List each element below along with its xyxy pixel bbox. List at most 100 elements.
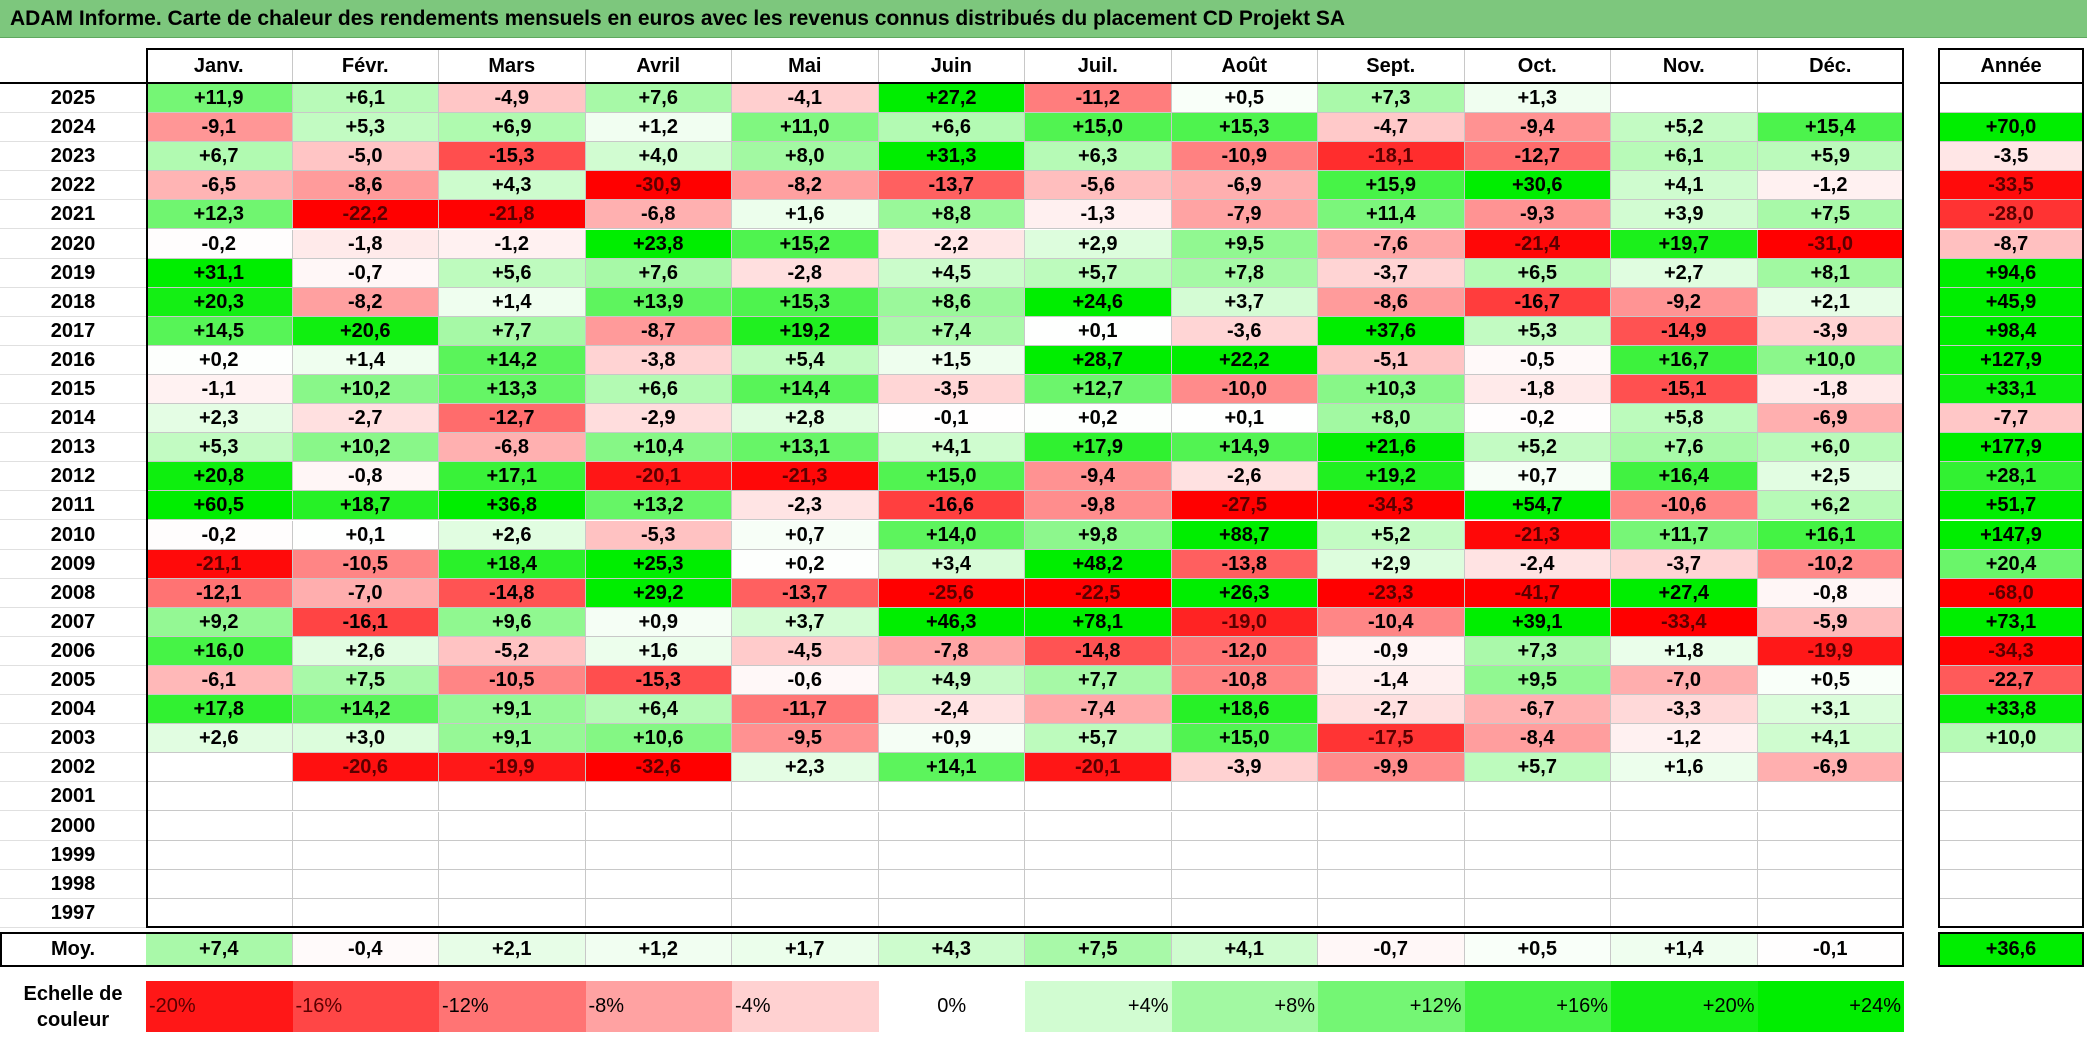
heatmap-cell: +1,6 [1611,753,1758,783]
heatmap-cell: +15,0 [878,462,1025,492]
heatmap-cell: -0,2 [1464,404,1611,434]
year-label: 2020 [0,230,146,259]
heatmap-cell: +4,0 [585,142,732,172]
heatmap-cell: -11,7 [732,695,879,725]
heatmap-cell: +48,2 [1025,549,1172,579]
heatmap-cell: +7,3 [1464,636,1611,666]
heatmap-cell: +1,8 [1611,636,1758,666]
heatmap-cell: +7,7 [439,316,586,346]
heatmap-cell [1757,898,1904,928]
heatmap-cell: +6,6 [878,113,1025,143]
heatmap-cell: -0,9 [1318,636,1465,666]
heatmap-cell [1611,811,1758,841]
heatmap-cell: +0,2 [732,549,879,579]
heatmap-cell [878,811,1025,841]
heatmap-cell: -21,1 [146,549,293,579]
heatmap-cell: +17,8 [146,695,293,725]
heatmap-cell: +0,1 [1171,404,1318,434]
heatmap-cell: +3,9 [1611,200,1758,230]
heatmap-cell [732,782,879,812]
year-label: 2016 [0,346,146,375]
heatmap-cell: +0,5 [1171,84,1318,114]
year-label: 2013 [0,433,146,463]
annual-cell [1938,753,2084,783]
heatmap-cell: -2,2 [878,229,1025,259]
heatmap-cell: +7,7 [1025,666,1172,696]
year-label: 2006 [0,637,146,666]
heatmap-cell [1171,811,1318,841]
heatmap-cell [439,898,586,928]
year-label: 2008 [0,579,146,608]
heatmap-cell: +54,7 [1464,491,1611,521]
heatmap-cell: +4,5 [878,258,1025,288]
heatmap-cell: -3,9 [1757,316,1904,346]
heatmap-cell [292,811,439,841]
heatmap-cell: +7,3 [1318,84,1465,114]
heatmap-cell [732,898,879,928]
heatmap-cell: -17,5 [1318,724,1465,754]
heatmap-cell: +2,5 [1757,462,1904,492]
heatmap-cell: -3,7 [1611,549,1758,579]
heatmap-cell [1757,782,1904,812]
annual-cell: -34,3 [1938,636,2084,666]
heatmap-cell [439,869,586,899]
annual-cell: +73,1 [1938,607,2084,637]
annual-cell [1938,869,2084,899]
annual-cell: +70,0 [1938,113,2084,143]
heatmap-cell: -5,2 [439,636,586,666]
average-cell: -0,7 [1318,933,1465,966]
heatmap-cell [1464,782,1611,812]
heatmap-cell [878,840,1025,870]
heatmap-cell: +13,1 [732,433,879,463]
scale-step: 0% [878,981,1025,1032]
year-label: 2019 [0,259,146,288]
heatmap-cell: +13,2 [585,491,732,521]
heatmap-cell [1611,869,1758,899]
heatmap-cell: +18,4 [439,549,586,579]
annual-cell [1938,811,2084,841]
heatmap-cell: -0,2 [146,229,293,259]
heatmap-cell: -13,8 [1171,549,1318,579]
heatmap-cell: -5,6 [1025,171,1172,201]
heatmap-cell: -6,7 [1464,695,1611,725]
heatmap-cell: -7,8 [878,636,1025,666]
heatmap-cell: +11,4 [1318,200,1465,230]
heatmap-cell: +1,6 [585,636,732,666]
heatmap-cell: -8,7 [585,316,732,346]
heatmap-cell [732,811,879,841]
heatmap-cell: +0,2 [146,345,293,375]
heatmap-cell [1757,869,1904,899]
heatmap-cell: +10,3 [1318,375,1465,405]
heatmap-cell: +5,2 [1318,520,1465,550]
heatmap-cell [292,840,439,870]
average-cell: +4,1 [1171,933,1318,966]
scale-step: +24% [1757,981,1904,1032]
heatmap-cell: +9,5 [1464,666,1611,696]
heatmap-cell: -9,1 [146,113,293,143]
heatmap-cell: -3,7 [1318,258,1465,288]
heatmap-cell: +6,1 [292,84,439,114]
heatmap-cell: -9,2 [1611,287,1758,317]
heatmap-cell: -13,7 [878,171,1025,201]
heatmap-cell: +24,6 [1025,287,1172,317]
heatmap-cell: +10,6 [585,724,732,754]
heatmap-cell: +19,2 [1318,462,1465,492]
heatmap-cell: -1,8 [1464,375,1611,405]
heatmap-cell: -12,7 [439,404,586,434]
heatmap-cell: -6,1 [146,666,293,696]
annual-cell: +147,9 [1938,520,2084,550]
heatmap-cell [1318,811,1465,841]
heatmap-cell [732,869,879,899]
annual-header: Année [1980,55,2042,77]
heatmap-cell: -0,8 [292,462,439,492]
year-label: 2004 [0,695,146,725]
heatmap-cell: -3,5 [878,375,1025,405]
heatmap-cell: -16,6 [878,491,1025,521]
heatmap-cell: -6,9 [1171,171,1318,201]
heatmap-cell: -1,8 [292,229,439,259]
heatmap-cell: -2,3 [732,491,879,521]
heatmap-cell: -14,8 [1025,636,1172,666]
heatmap-cell: -9,3 [1464,200,1611,230]
heatmap-cell: +30,6 [1464,171,1611,201]
heatmap-cell: -9,5 [732,724,879,754]
